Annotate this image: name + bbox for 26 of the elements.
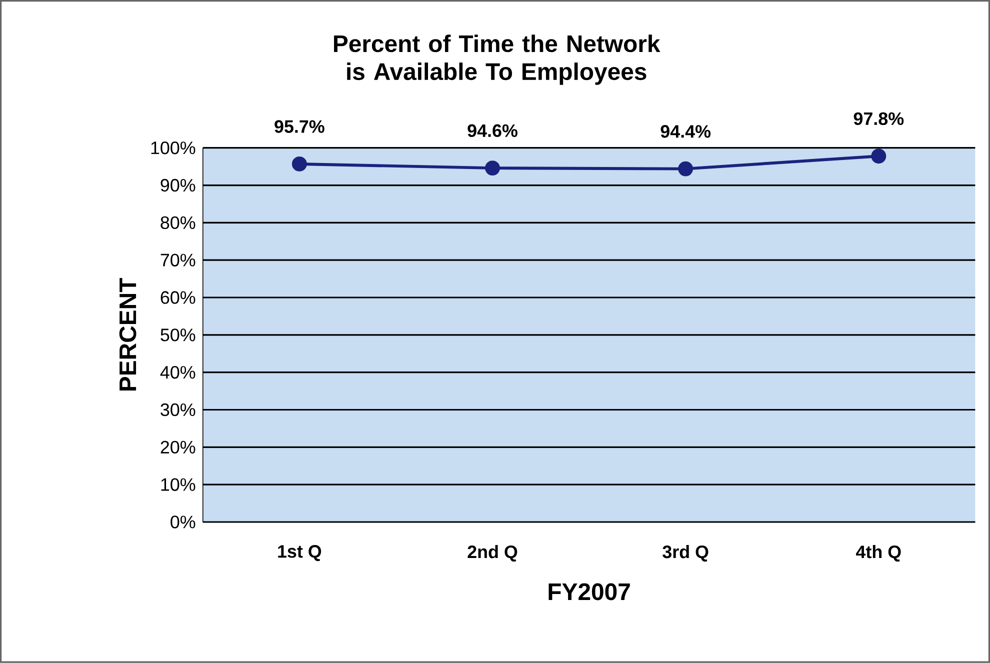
y-axis-title: PERCENT [119,278,136,391]
point [678,161,694,176]
y-tick-label: 20% [160,440,196,454]
y-tick-label: 80% [160,216,196,230]
data-label: 94.6% [468,124,518,138]
y-tick-label: 10% [161,478,196,492]
chart-title: Percent of Time the Network is Available To Employees [334,34,660,85]
y-tick-label: 100% [151,142,196,154]
data-label: 97.8% [854,112,904,126]
y-tick-label: 70% [160,254,196,267]
x-tick-label: 3rd Q [662,545,708,562]
data-label: 95.7% [274,120,324,133]
x-tick-label: 2nd Q [468,545,518,562]
y-tick-label: 60% [160,291,196,304]
point [871,148,886,164]
y-tick-label: 50% [160,328,196,342]
x-tick-label: 1st Q [278,545,322,562]
y-tick-label: 40% [160,366,196,379]
point [485,160,500,176]
x-axis-title: FY2007 [548,583,630,600]
y-tick-label: 0% [170,516,196,528]
data-label: 94.4% [660,125,711,138]
y-tick-label: 30% [160,403,196,416]
y-tick-label: 90% [160,178,196,192]
point [292,156,307,172]
x-tick-label: 4th Q [856,545,901,562]
